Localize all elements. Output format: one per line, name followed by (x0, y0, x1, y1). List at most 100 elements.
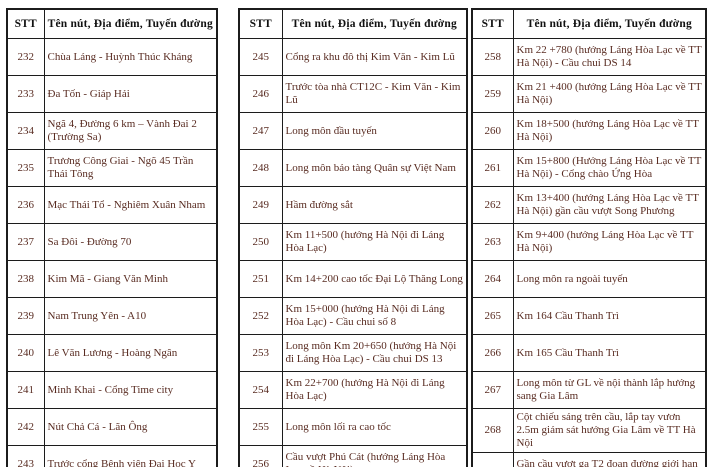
row-number-cell: 267 (471, 371, 514, 409)
row-number-cell: 246 (238, 75, 283, 113)
row-description-cell: Cột chiếu sáng trên cầu, lắp tay vươn 2.… (512, 408, 707, 453)
table-row: 267 Long môn từ GL về nội thành lắp hướng… (471, 371, 707, 409)
table-row: 251 Km 14+200 cao tốc Đại Lộ Thăng Long (238, 260, 468, 298)
row-number-cell: 236 (6, 186, 45, 224)
row-number-cell: 265 (471, 297, 514, 335)
row-description-cell: Km 11+500 (hướng Hà Nội đi Láng Hòa Lạc) (281, 223, 468, 261)
row-number-cell: 247 (238, 112, 283, 150)
table-row: 269Gần cầu vượt ga T2 đoạn đường giới hạ… (471, 452, 707, 467)
row-description-cell: Sa Đôi - Đường 70 (43, 223, 218, 261)
row-description-cell: Mạc Thái Tổ - Nghiêm Xuân Nham (43, 186, 218, 224)
row-description-cell: Đa Tốn - Giáp Hải (43, 75, 218, 113)
row-description-cell: Gần cầu vượt ga T2 đoạn đường giới hạn t… (512, 452, 707, 467)
row-description-cell: Cổng ra khu đô thị Kim Văn - Kim Lũ (281, 38, 468, 76)
row-description-cell: Long môn đầu tuyến (281, 112, 468, 150)
table-row: 250 Km 11+500 (hướng Hà Nội đi Láng Hòa L… (238, 223, 468, 261)
table-row: 253 Long môn Km 20+650 (hướng Hà Nội đi L… (238, 334, 468, 372)
row-number-cell: 253 (238, 334, 283, 372)
row-description-cell: Kim Mã - Giang Văn Minh (43, 260, 218, 298)
row-number-cell: 234 (6, 112, 45, 150)
row-description-cell: Km 15+000 (hướng Hà Nội đi Láng Hòa Lạc)… (281, 297, 468, 335)
row-description-cell: Long môn Km 20+650 (hướng Hà Nội đi Láng… (281, 334, 468, 372)
row-number-cell: 249 (238, 186, 283, 224)
table-row: 234 Ngã 4, Đường 6 km – Vành Đai 2 (Trườn… (6, 112, 218, 150)
row-number-cell: 240 (6, 334, 45, 372)
row-description-cell: Long môn bảo tàng Quân sự Việt Nam (281, 149, 468, 187)
table-row: 247 Long môn đầu tuyến (238, 112, 468, 150)
row-number-cell: 245 (238, 38, 283, 76)
table-row: 238 Kim Mã - Giang Văn Minh (6, 260, 218, 298)
table-row: 262 Km 13+400 (hướng Láng Hòa Lạc về TT H… (471, 186, 707, 224)
row-description-cell: Km 22+700 (hướng Hà Nội đi Láng Hòa Lạc) (281, 371, 468, 409)
row-number-cell: 237 (6, 223, 45, 261)
row-number-cell: 264 (471, 260, 514, 298)
table-row: 246 Trước tòa nhà CT12C - Kim Văn - Kim L… (238, 75, 468, 113)
table-row: 248 Long môn bảo tàng Quân sự Việt Nam (238, 149, 468, 187)
row-number-cell: 255 (238, 408, 283, 446)
row-description-cell: Km 15+800 (Hướng Láng Hòa Lạc về TT Hà N… (512, 149, 707, 187)
table-row: 243 Trước cổng Bệnh viện Đại Học Y (6, 445, 218, 467)
table-row: 259 Km 21 +400 (hướng Láng Hòa Lạc về TT … (471, 75, 707, 113)
row-description-cell: Long môn từ GL về nội thành lắp hướng sa… (512, 371, 707, 409)
table-row: 254 Km 22+700 (hướng Hà Nội đi Láng Hòa L… (238, 371, 468, 409)
row-number-cell: 263 (471, 223, 514, 261)
row-number-cell: 243 (6, 445, 45, 467)
row-number-cell: 260 (471, 112, 514, 150)
table-row: 263 Km 9+400 (hướng Láng Hòa Lạc về TT Hà… (471, 223, 707, 261)
row-number-cell: 238 (6, 260, 45, 298)
row-number-cell: 258 (471, 38, 514, 76)
row-number-cell: 268 (471, 408, 514, 453)
table-row: 268 Cột chiếu sáng trên cầu, lắp tay vươn… (471, 408, 707, 453)
table-row: 239 Nam Trung Yên - A10 (6, 297, 218, 335)
table-row: 242 Nút Chả Cá - Lãn Ông (6, 408, 218, 446)
route-table-right: STT Tên nút, Địa điểm, Tuyến đường 258 Km… (471, 8, 707, 467)
table-row: 249 Hầm đường sắt (238, 186, 468, 224)
row-description-cell: Cầu vượt Phú Cát (hướng Láng Hòa Lạc về … (281, 445, 468, 467)
table-row: 265 Km 164 Cầu Thanh Trì (471, 297, 707, 335)
table-row: 255 Long môn lối ra cao tốc (238, 408, 468, 446)
table-row: 266 Km 165 Cầu Thanh Trì (471, 334, 707, 372)
row-number-cell: 254 (238, 371, 283, 409)
row-description-cell: Lê Văn Lương - Hoàng Ngân (43, 334, 218, 372)
row-description-cell: Trước tòa nhà CT12C - Kim Văn - Kim Lũ (281, 75, 468, 113)
route-table-left: STT Tên nút, Địa điểm, Tuyến đường 232 Ch… (6, 8, 218, 467)
row-description-cell: Km 18+500 (hướng Láng Hòa Lạc về TT Hà N… (512, 112, 707, 150)
row-description-cell: Km 21 +400 (hướng Láng Hòa Lạc về TT Hà … (512, 75, 707, 113)
row-number-cell: 259 (471, 75, 514, 113)
row-description-cell: Chùa Láng - Huỳnh Thúc Kháng (43, 38, 218, 76)
table-row: 236 Mạc Thái Tổ - Nghiêm Xuân Nham (6, 186, 218, 224)
row-number-cell: 241 (6, 371, 45, 409)
table-row: 241 Minh Khai - Cổng Time city (6, 371, 218, 409)
row-number-cell: 235 (6, 149, 45, 187)
row-description-cell: Km 14+200 cao tốc Đại Lộ Thăng Long (281, 260, 468, 298)
row-description-cell: Km 13+400 (hướng Láng Hòa Lạc về TT Hà N… (512, 186, 707, 224)
table-row: 237 Sa Đôi - Đường 70 (6, 223, 218, 261)
row-number-cell: 256 (238, 445, 283, 467)
row-number-cell: 251 (238, 260, 283, 298)
route-table-middle: STT Tên nút, Địa điểm, Tuyến đường 245 Cổ… (238, 8, 468, 467)
table-row: 261 Km 15+800 (Hướng Láng Hòa Lạc về TT H… (471, 149, 707, 187)
header-row: STT Tên nút, Địa điểm, Tuyến đường (6, 8, 218, 39)
row-number-cell: 239 (6, 297, 45, 335)
row-description-cell: Trương Công Giai - Ngõ 45 Trần Thái Tông (43, 149, 218, 187)
row-description-cell: Km 164 Cầu Thanh Trì (512, 297, 707, 335)
table-row: 252 Km 15+000 (hướng Hà Nội đi Láng Hòa L… (238, 297, 468, 335)
row-description-cell: Km 22 +780 (hướng Láng Hòa Lạc về TT Hà … (512, 38, 707, 76)
header-row: STT Tên nút, Địa điểm, Tuyến đường (471, 8, 707, 39)
row-description-cell: Nút Chả Cá - Lãn Ông (43, 408, 218, 446)
row-number-cell: 242 (6, 408, 45, 446)
column-header-desc: Tên nút, Địa điểm, Tuyến đường (43, 8, 218, 39)
row-description-cell: Trước cổng Bệnh viện Đại Học Y (43, 445, 218, 467)
row-number-cell: 248 (238, 149, 283, 187)
column-header-stt: STT (6, 8, 45, 39)
column-header-desc: Tên nút, Địa điểm, Tuyến đường (512, 8, 707, 39)
table-row: 245 Cổng ra khu đô thị Kim Văn - Kim Lũ (238, 38, 468, 76)
table-row: 264 Long môn ra ngoài tuyến (471, 260, 707, 298)
row-number-cell: 250 (238, 223, 283, 261)
row-number-cell: 269 (471, 452, 514, 467)
row-description-cell: Hầm đường sắt (281, 186, 468, 224)
column-header-stt: STT (238, 8, 283, 39)
row-number-cell: 262 (471, 186, 514, 224)
